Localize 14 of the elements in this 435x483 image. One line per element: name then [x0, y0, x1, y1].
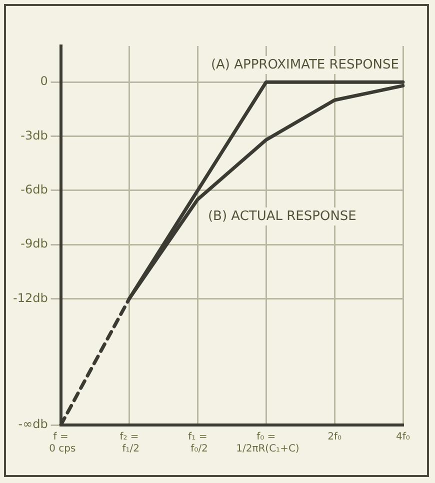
- y-tick-label: -∞db: [18, 417, 48, 432]
- annotation: (B) ACTUAL RESPONSE: [208, 208, 356, 224]
- x-tick-label: 4f₀: [396, 432, 410, 443]
- x-tick-label: 2f₀: [328, 432, 342, 443]
- y-tick-label: -6db: [20, 182, 48, 197]
- x-tick-label: f = 0 cps: [46, 432, 76, 455]
- y-tick-label: -12db: [12, 290, 48, 305]
- x-tick-label: f₁ = f₀/2: [187, 432, 208, 455]
- y-tick-label: -9db: [20, 236, 48, 251]
- x-tick-label: f₂ = f₁/2: [119, 432, 140, 455]
- y-tick-label: 0: [40, 74, 48, 88]
- x-tick-label: f₀ = 1/2πR(C₁+C): [232, 432, 300, 455]
- y-tick-label: -3db: [20, 128, 48, 142]
- annotation: (A) APPROXIMATE RESPONSE: [210, 57, 399, 72]
